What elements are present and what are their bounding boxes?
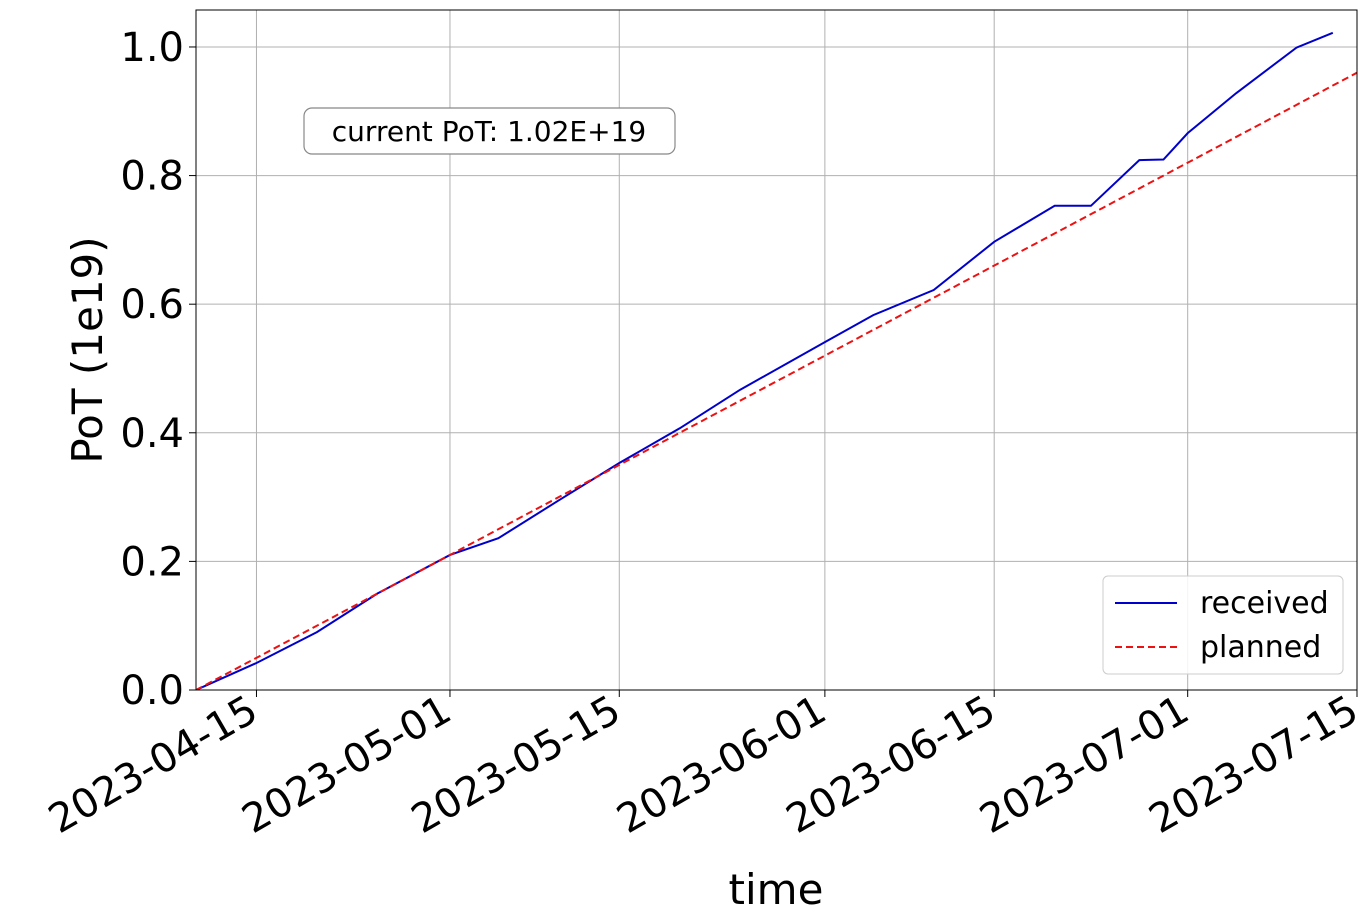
y-tick-label: 1.0 <box>120 25 184 71</box>
y-tick-label: 0.4 <box>120 411 184 457</box>
y-tick-label: 0.8 <box>120 154 184 200</box>
plot-frame <box>195 9 1358 691</box>
annotation: current PoT: 1.02E+19 <box>332 115 646 148</box>
y-tick-label: 0.0 <box>120 668 184 714</box>
legend-label: planned <box>1200 630 1321 665</box>
series-line <box>196 71 1357 690</box>
x-axis-label: time <box>729 865 824 914</box>
annotation-box <box>303 107 676 155</box>
y-tick-label: 0.2 <box>120 539 184 585</box>
y-axis-label: PoT (1e19) <box>63 236 112 463</box>
legend-box <box>1102 575 1344 675</box>
y-tick-label: 0.6 <box>120 282 184 328</box>
legend-label: received <box>1200 586 1329 621</box>
